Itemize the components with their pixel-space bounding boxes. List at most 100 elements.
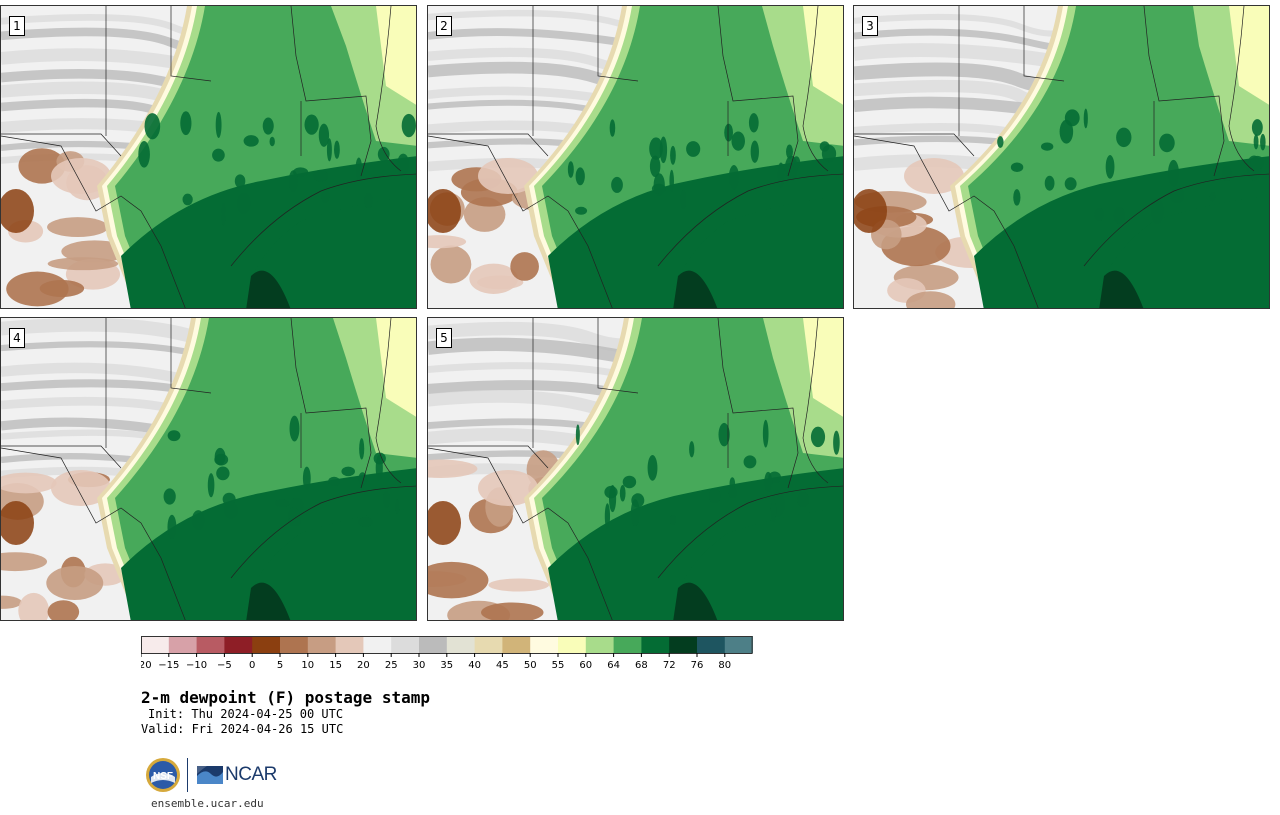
state-border bbox=[290, 6, 372, 177]
colorbar-tick-label: 10 bbox=[301, 660, 314, 671]
colorbar-swatch bbox=[669, 636, 698, 653]
humid-fleck bbox=[750, 140, 759, 163]
colorbar-tick-label: 55 bbox=[552, 660, 565, 671]
arid-patch bbox=[1, 595, 22, 609]
humid-fleck bbox=[182, 193, 193, 206]
colorbar-swatch bbox=[530, 636, 559, 653]
gulf-region bbox=[241, 196, 416, 308]
humid-fleck bbox=[180, 111, 192, 136]
humid-fleck bbox=[1250, 155, 1265, 170]
humid-fleck bbox=[1013, 189, 1021, 206]
humid-fleck bbox=[1094, 207, 1104, 222]
humid-fleck bbox=[304, 114, 319, 135]
humid-fleck bbox=[777, 162, 785, 188]
humid-fleck bbox=[792, 156, 801, 169]
arid-patch bbox=[1, 472, 57, 494]
arid-patch bbox=[904, 158, 964, 194]
colorbar-swatch bbox=[252, 636, 281, 653]
arid-patch bbox=[1, 501, 34, 545]
humid-fleck bbox=[289, 415, 300, 442]
chart-title: 2-m dewpoint (F) postage stamp bbox=[141, 688, 430, 707]
humid-fleck bbox=[215, 111, 222, 138]
arid-patch bbox=[1, 189, 34, 233]
border-line bbox=[854, 135, 1039, 308]
colorbar-swatch bbox=[307, 636, 336, 653]
arid-patch bbox=[510, 252, 539, 281]
humid-fleck bbox=[1251, 119, 1263, 136]
colorbar-tick-label: 45 bbox=[496, 660, 509, 671]
arid-patch bbox=[428, 189, 461, 233]
gulf-region bbox=[241, 508, 416, 620]
colorbar-tick-label: −5 bbox=[217, 660, 232, 671]
arid-patch bbox=[478, 158, 538, 194]
arid-patch bbox=[428, 501, 461, 545]
humid-fleck bbox=[1105, 155, 1115, 179]
colorbar-swatch bbox=[168, 636, 197, 653]
humid-fleck bbox=[1044, 175, 1055, 191]
colorbar-swatch bbox=[335, 636, 364, 653]
humid-fleck bbox=[326, 138, 332, 162]
coastline bbox=[1083, 173, 1269, 267]
humid-fleck bbox=[1159, 133, 1175, 153]
colorbar-tick-label: −10 bbox=[186, 660, 207, 671]
very-humid-region bbox=[673, 270, 718, 308]
colorbar-swatch bbox=[474, 636, 503, 653]
colorbar-swatch bbox=[419, 636, 448, 653]
arid-patch bbox=[478, 470, 538, 506]
very-humid-region bbox=[246, 270, 291, 308]
map-panel-4: 4 bbox=[0, 317, 417, 621]
colorbar-tick-label: 25 bbox=[385, 660, 398, 671]
dewpoint-map bbox=[1, 318, 416, 620]
colorbar-tick-label: 5 bbox=[277, 660, 283, 671]
humid-fleck bbox=[1150, 198, 1164, 225]
state-border bbox=[290, 318, 372, 489]
humid-fleck bbox=[575, 167, 585, 186]
moisture-band bbox=[376, 6, 416, 105]
colorbar-tick-label: 76 bbox=[691, 660, 704, 671]
dewpoint-map bbox=[428, 318, 843, 620]
humid-fleck bbox=[718, 422, 730, 447]
humid-fleck bbox=[269, 136, 275, 147]
humid-fleck bbox=[1221, 165, 1232, 182]
colorbar-tick-label: 40 bbox=[468, 660, 481, 671]
state-border bbox=[854, 6, 1065, 157]
humid-fleck bbox=[997, 136, 1004, 148]
arid-patch bbox=[430, 245, 472, 284]
humid-fleck bbox=[274, 499, 290, 508]
colorbar-swatch bbox=[697, 636, 726, 653]
humid-fleck bbox=[234, 174, 246, 188]
humid-fleck bbox=[770, 499, 777, 523]
very-humid-region bbox=[246, 582, 291, 620]
state-border bbox=[1, 6, 212, 157]
humid-fleck bbox=[651, 183, 666, 194]
arid-patch bbox=[6, 271, 69, 307]
humid-fleck bbox=[630, 499, 640, 527]
colorbar-tick-label: 72 bbox=[663, 660, 676, 671]
panel-number: 4 bbox=[9, 328, 25, 348]
panel-number: 5 bbox=[436, 328, 452, 348]
humid-fleck bbox=[1083, 108, 1088, 129]
colorbar-swatch bbox=[224, 636, 253, 653]
dewpoint-map bbox=[1, 6, 416, 308]
humid-fleck bbox=[611, 176, 623, 193]
humid-fleck bbox=[708, 488, 721, 504]
colorbar-swatch bbox=[724, 636, 753, 653]
gulf-region bbox=[668, 508, 843, 620]
humid-fleck bbox=[649, 137, 663, 160]
humid-fleck bbox=[243, 135, 259, 147]
humid-fleck bbox=[288, 516, 302, 527]
state-border bbox=[428, 318, 639, 469]
humid-fleck bbox=[619, 484, 626, 502]
moisture-band bbox=[803, 6, 843, 105]
humid-fleck bbox=[810, 426, 826, 448]
state-border bbox=[375, 318, 402, 484]
humid-fleck bbox=[786, 144, 793, 159]
humid-fleck bbox=[363, 193, 374, 209]
dewpoint-map bbox=[854, 6, 1269, 308]
arid-patch bbox=[428, 459, 478, 478]
humid-fleck bbox=[167, 514, 177, 540]
humid-fleck bbox=[1059, 119, 1074, 144]
humid-fleck bbox=[236, 192, 251, 215]
humid-fleck bbox=[191, 510, 205, 531]
humid-fleck bbox=[334, 140, 340, 159]
